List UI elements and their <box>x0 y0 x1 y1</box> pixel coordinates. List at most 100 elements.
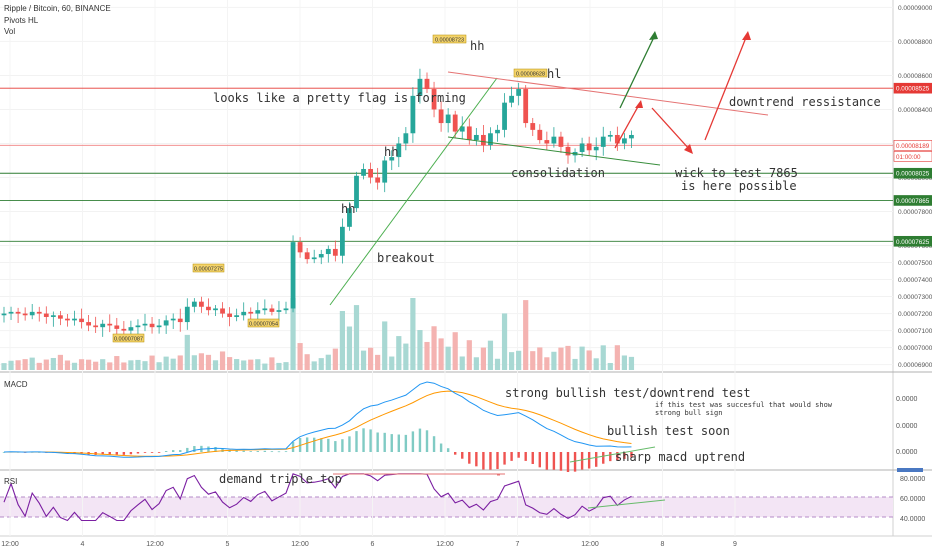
rsi-title: RSI <box>4 477 17 486</box>
macd-hist-bar <box>566 452 570 472</box>
volume-bar <box>36 362 42 370</box>
candle-body <box>8 311 14 314</box>
candle-body <box>241 311 247 316</box>
volume-bar <box>403 343 409 370</box>
pivot-label-4: 0.00007054 <box>249 322 278 328</box>
red-arrow-1[interactable] <box>614 102 641 149</box>
candle-body <box>276 310 282 312</box>
macd-hist-bar <box>524 452 527 461</box>
indicator-volume[interactable]: Vol <box>4 27 16 36</box>
rsi-band <box>0 497 893 517</box>
volume-bar <box>586 350 592 370</box>
volume-bar <box>382 321 388 370</box>
candle-body <box>255 310 261 314</box>
macd-title: MACD <box>4 380 28 389</box>
flag-upper-line[interactable] <box>447 71 769 116</box>
level-tag <box>893 167 932 179</box>
candle-body <box>354 175 359 209</box>
macd-hist-bar <box>327 438 330 452</box>
drawings[interactable] <box>329 31 769 509</box>
volume-bar <box>276 362 282 370</box>
volume-bar <box>283 362 289 370</box>
candle-body <box>459 126 465 132</box>
macd-hist-bar <box>454 452 457 455</box>
time-label: 5 <box>226 541 230 548</box>
volume-bar <box>501 313 508 370</box>
volume-bar <box>368 347 374 370</box>
volume-bar <box>128 360 134 370</box>
candle-body <box>523 89 529 124</box>
candle-body <box>65 318 70 321</box>
macd-hist-bar <box>291 441 295 452</box>
pivot-labels: 0.00008723 0.00008628 0.00007275 0.00007… <box>112 34 548 343</box>
volume-bar <box>64 360 71 370</box>
time-label: 12:00 <box>581 541 599 548</box>
red-arrow-3[interactable] <box>704 34 748 141</box>
macd-tick-1: 0.0000 <box>896 396 918 403</box>
candle-body <box>184 306 190 323</box>
note-macd-small-2: strong bull sign <box>655 409 722 417</box>
price-axis[interactable]: 0.00009000 0.00008800 0.00008600 0.00008400… <box>898 5 932 369</box>
candle-body <box>586 143 592 151</box>
level-tag-label: 0.00007865 <box>896 198 930 205</box>
rsi-uptrend-line[interactable] <box>587 499 666 509</box>
red-arrow-2[interactable] <box>651 107 691 151</box>
volume-bar <box>360 350 367 370</box>
green-arrow-up[interactable] <box>619 34 656 109</box>
macd-hist-bar <box>249 451 252 452</box>
volume-bar <box>255 359 261 370</box>
volume-bar <box>473 357 479 370</box>
candle-body <box>220 308 225 314</box>
price-tick: 0.00008600 <box>898 73 932 80</box>
candle-body <box>234 315 240 317</box>
macd-layer <box>2 381 633 472</box>
macd-hist-bar <box>468 452 471 464</box>
candle-body <box>438 109 444 124</box>
volume-bar <box>544 357 550 370</box>
macd-hist-bar <box>108 452 111 455</box>
macd-hist-bar <box>320 438 323 452</box>
candle-body <box>227 313 232 317</box>
macd-hist-bar <box>418 428 422 452</box>
volume-bar <box>509 352 515 370</box>
candle-body <box>135 325 141 328</box>
note-wick-1: wick to test 7865 <box>675 166 798 180</box>
candle-body <box>431 89 437 110</box>
candle-body <box>149 323 155 328</box>
macd-hist-bar <box>235 450 238 452</box>
candle-body <box>629 134 634 139</box>
volume-bar <box>177 355 183 370</box>
candle-body <box>516 89 522 96</box>
breakout-trendline[interactable] <box>329 77 498 306</box>
candle-body <box>199 301 204 307</box>
volume-bar <box>198 353 204 370</box>
macd-hist-bar <box>482 452 485 470</box>
macd-hist-bar <box>305 437 309 452</box>
volume-bar <box>297 343 303 370</box>
volume-bar <box>452 332 458 370</box>
volume-bar <box>339 310 345 370</box>
time-axis[interactable]: 12:00 4 12:00 5 12:00 6 12:00 7 12:00 8 9 <box>1 541 737 548</box>
macd-hist-bar <box>496 452 499 470</box>
macd-hist-bar <box>263 450 267 452</box>
volume-bar <box>156 362 162 370</box>
volume-bar <box>184 334 190 370</box>
candle-body <box>79 318 84 323</box>
price-tick: 0.00008400 <box>898 107 932 114</box>
indicator-pivots[interactable]: Pivots HL <box>4 16 39 25</box>
macd-uptrend-line[interactable] <box>569 446 656 463</box>
macd-hist-bar <box>355 431 358 452</box>
note-hh-1: hh <box>341 202 355 216</box>
volume-bar <box>494 358 501 370</box>
candle-body <box>622 138 627 144</box>
macd-hist-bar <box>193 446 196 452</box>
candle-body <box>100 323 106 328</box>
macd-hist-bar <box>446 448 450 452</box>
flag-lower-line[interactable] <box>447 136 661 166</box>
volume-bar <box>227 357 233 370</box>
note-macd-small-1: if this test was succesful that would sh… <box>655 401 833 409</box>
volume-bar <box>212 360 219 370</box>
macd-hist-bar <box>341 439 344 452</box>
price-tick: 0.00007000 <box>898 345 932 352</box>
